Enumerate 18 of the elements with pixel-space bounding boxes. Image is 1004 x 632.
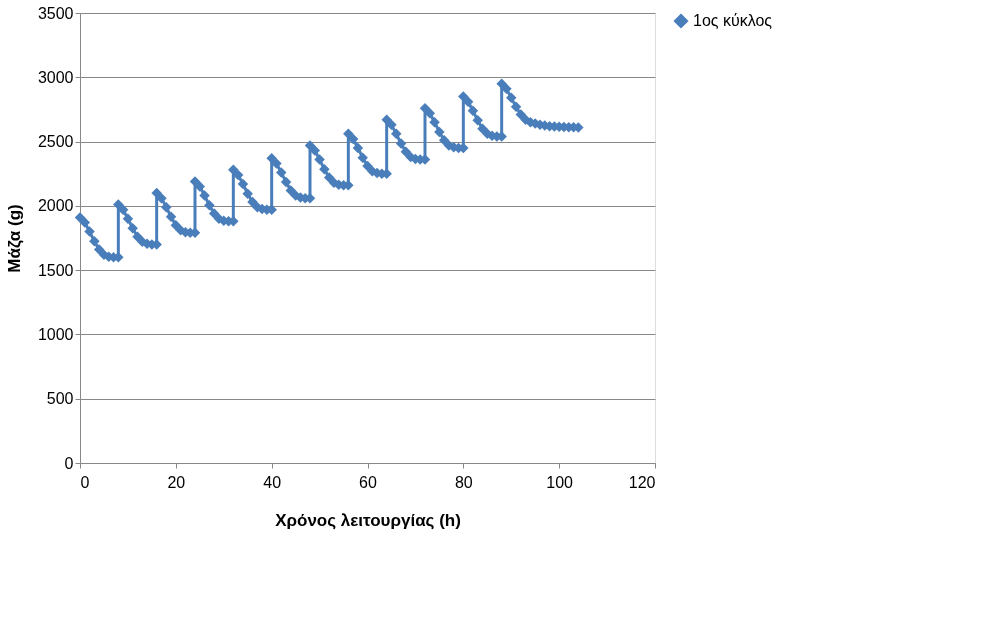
- x-tick-label: 20: [167, 473, 186, 491]
- x-tick-label: 100: [546, 473, 574, 491]
- y-tick-label: 2000: [37, 197, 74, 215]
- y-tick-label: 1500: [37, 261, 74, 279]
- x-tick-label: 0: [80, 473, 90, 491]
- y-tick-label: 1000: [37, 325, 74, 343]
- x-axis-title: Χρόνος λειτουργίας (h): [275, 510, 461, 530]
- x-tick-label: 60: [359, 473, 377, 491]
- y-tick-label: 500: [46, 390, 74, 408]
- x-tick-label: 80: [454, 473, 473, 491]
- y-tick-label: 2500: [37, 133, 74, 151]
- x-tick-label: 40: [263, 473, 282, 491]
- x-tick-label: 120: [628, 473, 656, 491]
- legend-label: 1ος κύκλος: [693, 12, 773, 29]
- y-tick-label: 3500: [37, 4, 74, 22]
- y-axis-title: Μάζα (g): [4, 204, 24, 273]
- y-tick-label: 0: [64, 454, 74, 472]
- y-tick-label: 3000: [37, 68, 74, 86]
